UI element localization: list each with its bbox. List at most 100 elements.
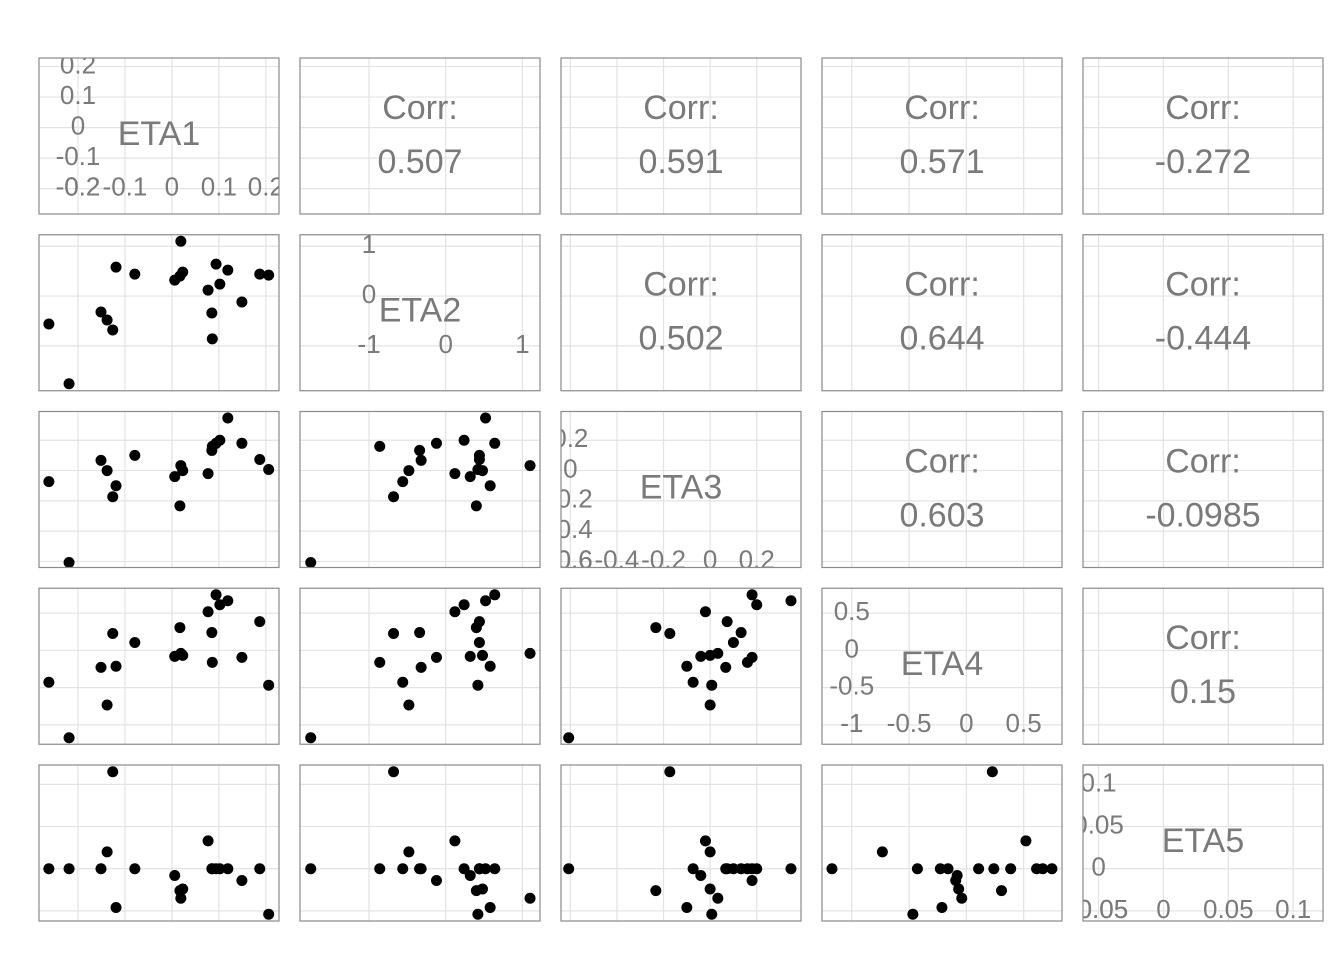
point (746, 651, 758, 663)
panel-border (821, 57, 1063, 215)
point (476, 649, 488, 661)
point (374, 440, 386, 452)
point (374, 863, 386, 875)
y-tick-label: -1 (840, 708, 863, 738)
point (236, 875, 248, 887)
point (263, 908, 275, 920)
point (175, 892, 187, 904)
panel-border (1082, 587, 1324, 745)
point (174, 622, 186, 634)
panel-border (821, 410, 1063, 569)
point (751, 599, 763, 611)
variable-label: ETA3 (640, 468, 723, 506)
panel-border (821, 234, 1063, 392)
point (956, 892, 968, 904)
point (415, 661, 427, 673)
point (699, 835, 711, 847)
point (63, 863, 75, 875)
x-tick-label: 0 (703, 544, 717, 574)
point (907, 908, 919, 920)
point (721, 863, 733, 875)
panel: Corr: 0.591 (561, 58, 801, 214)
y-tick-label: 1 (362, 229, 376, 259)
point (63, 378, 75, 390)
corr-label: Corr: (904, 266, 980, 304)
point (397, 863, 409, 875)
point (388, 491, 400, 503)
point (107, 491, 119, 503)
point (214, 863, 226, 875)
point (95, 454, 107, 466)
variable-label: ETA5 (1162, 822, 1245, 860)
point (785, 863, 797, 875)
point (704, 883, 716, 895)
point (449, 606, 461, 618)
panel-border (1082, 234, 1324, 392)
x-tick-label: 0.1 (1275, 894, 1311, 924)
point (472, 908, 484, 920)
point (563, 732, 575, 744)
panel-border (299, 410, 541, 569)
y-tick-label: 0.1 (1080, 767, 1116, 797)
corr-value: -0.0985 (1145, 496, 1260, 534)
panel-border (560, 764, 802, 922)
point (107, 628, 119, 640)
point (129, 636, 141, 648)
point (214, 278, 226, 290)
point (458, 434, 470, 446)
panel (561, 765, 801, 921)
point (202, 835, 214, 847)
point (177, 883, 189, 895)
x-tick-label: -0.05 (1069, 894, 1128, 924)
y-tick-label: -0.05 (1069, 894, 1128, 924)
panel (561, 588, 801, 745)
point (110, 480, 122, 492)
point (414, 627, 426, 639)
x-tick-label: -0.1 (103, 172, 148, 202)
x-tick-label: 1 (515, 329, 529, 359)
point (826, 863, 838, 875)
point (876, 846, 888, 858)
x-tick-label: 0 (959, 708, 973, 738)
point (305, 557, 317, 568)
point (403, 465, 415, 477)
y-tick-label: -0.2 (56, 172, 101, 202)
point (210, 589, 222, 601)
point (177, 266, 189, 278)
corr-value: 0.603 (899, 496, 984, 534)
point (480, 412, 492, 424)
point (464, 650, 476, 662)
point (720, 661, 732, 673)
point (388, 766, 400, 778)
panel-border (560, 410, 802, 569)
x-tick-label: 0 (165, 172, 179, 202)
corr-value: 0.571 (899, 143, 984, 181)
point (397, 476, 409, 488)
x-tick-label: 0.05 (1203, 894, 1254, 924)
y-tick-label: 0 (563, 453, 577, 483)
point (706, 679, 718, 691)
point (681, 902, 693, 914)
point (222, 595, 234, 607)
corr-value: 0.15 (1170, 673, 1236, 711)
point (681, 660, 693, 672)
point (175, 235, 187, 247)
point (202, 468, 214, 480)
point (473, 454, 485, 466)
variable-label: ETA4 (901, 645, 984, 683)
x-tick-label: -1 (357, 329, 380, 359)
panel: Corr: 0.15 (1083, 588, 1323, 745)
y-tick-label: -1 (357, 329, 380, 359)
point (263, 269, 275, 281)
point (222, 264, 234, 276)
panel: Corr: -0.444 (1083, 234, 1323, 391)
point (236, 437, 248, 449)
point (704, 699, 716, 711)
point (664, 766, 676, 778)
point (206, 627, 218, 639)
point (988, 863, 1000, 875)
